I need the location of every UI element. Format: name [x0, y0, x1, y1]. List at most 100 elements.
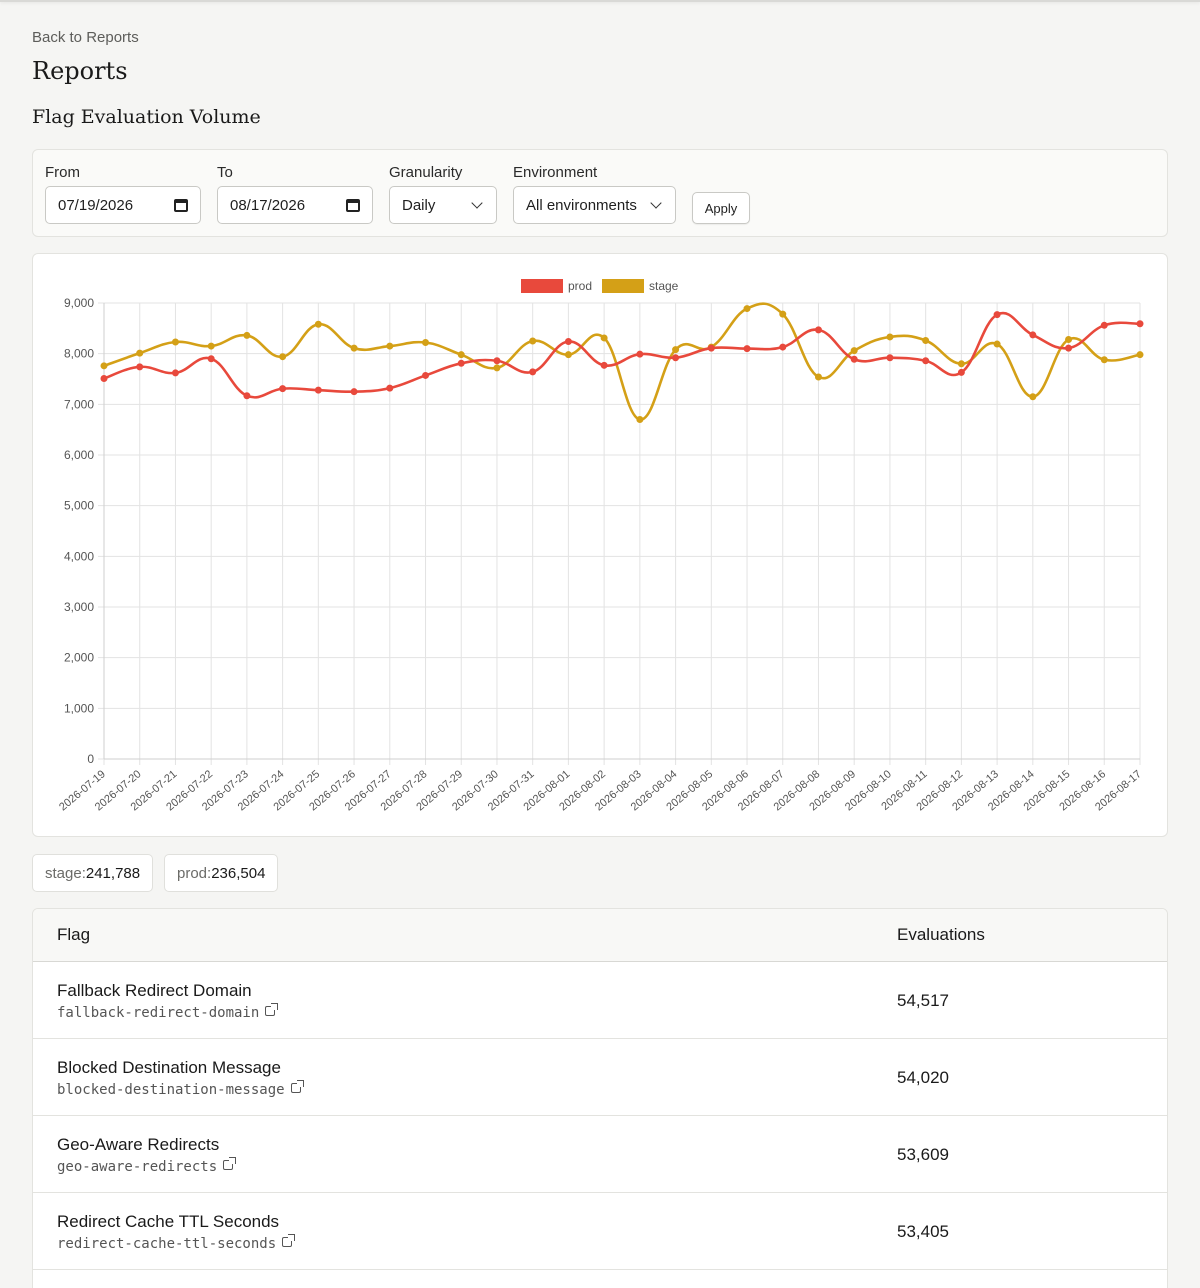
to-label: To: [217, 164, 233, 181]
data-point-prod: [279, 385, 287, 393]
external-link-icon[interactable]: [282, 1234, 296, 1247]
section-title: Flag Evaluation Volume: [32, 106, 261, 128]
environment-label: Environment: [513, 164, 598, 181]
data-point-stage: [457, 351, 465, 359]
data-point-prod: [564, 338, 572, 346]
flag-key-link[interactable]: fallback-redirect-domain: [57, 1003, 279, 1021]
data-point-prod: [636, 350, 644, 358]
data-point-prod: [850, 355, 858, 363]
y-tick-label: 8,000: [64, 347, 94, 361]
from-field: From: [45, 164, 80, 184]
y-tick-label: 2,000: [64, 651, 94, 665]
data-point-stage: [100, 362, 108, 370]
flag-key[interactable]: redirect-cache-ttl-seconds: [57, 1236, 277, 1252]
flag-table: Flag Evaluations Fallback Redirect Domai…: [32, 908, 1168, 1288]
data-point-stage: [779, 310, 787, 318]
evaluations-value: 54,517: [897, 991, 949, 1010]
data-point-stage: [850, 347, 858, 355]
flag-name: Fallback Redirect Domain: [57, 981, 252, 1000]
data-point-stage: [493, 364, 501, 372]
flag-key[interactable]: geo-aware-redirects: [57, 1159, 218, 1175]
data-point-prod: [922, 357, 930, 365]
from-date-input[interactable]: 07/19/2026: [45, 186, 201, 224]
granularity-select[interactable]: Daily: [389, 186, 497, 224]
granularity-field: Granularity: [389, 164, 462, 184]
data-point-prod: [350, 388, 358, 396]
top-bar: [0, 0, 1200, 2]
data-point-prod: [1100, 321, 1108, 329]
data-point-stage: [1029, 393, 1037, 401]
total-pill-prod: prod:236,504: [164, 854, 279, 892]
external-link-icon[interactable]: [265, 1003, 279, 1016]
table-row: Blocked Destination Message blocked-dest…: [33, 1039, 1167, 1116]
data-point-stage: [564, 351, 572, 359]
flag-name: Redirect Cache TTL Seconds: [57, 1212, 280, 1231]
data-point-prod: [814, 326, 822, 334]
data-point-stage: [886, 333, 894, 341]
flag-key[interactable]: blocked-destination-message: [57, 1082, 285, 1098]
data-point-stage: [386, 342, 394, 350]
external-link-icon[interactable]: [223, 1157, 237, 1170]
apply-button[interactable]: Apply: [692, 192, 750, 224]
flag-key[interactable]: fallback-redirect-domain: [57, 1005, 260, 1021]
data-point-prod: [457, 359, 465, 367]
table-row: Geo-Aware Redirects geo-aware-redirects …: [33, 1116, 1167, 1193]
data-point-stage: [814, 373, 822, 381]
data-point-stage: [279, 353, 287, 361]
external-link-icon[interactable]: [290, 1080, 304, 1093]
y-tick-label: 0: [87, 752, 94, 766]
data-point-prod: [600, 361, 608, 369]
granularity-label: Granularity: [389, 164, 463, 181]
to-date-input[interactable]: 08/17/2026: [217, 186, 373, 224]
environment-field: Environment: [513, 164, 597, 184]
evaluations-value: 54,020: [897, 1068, 949, 1087]
y-tick-label: 1,000: [64, 701, 94, 715]
data-point-prod: [207, 355, 215, 363]
evaluation-volume-chart: 0 1,000 2,000 3,000 4,000 5,000 6,000 7,000 8,00…: [57, 279, 1144, 813]
data-point-prod: [1065, 344, 1073, 352]
evaluations-value: 53,609: [897, 1145, 949, 1164]
data-point-stage: [1065, 335, 1073, 343]
column-header-evaluations: Evaluations: [897, 925, 985, 944]
calendar-icon[interactable]: [174, 198, 188, 212]
data-point-stage: [636, 416, 644, 424]
flag-key-link[interactable]: geo-aware-redirects: [57, 1157, 237, 1175]
total-separator: :: [81, 864, 86, 882]
legend-swatch-stage: [602, 279, 644, 293]
table-row: Fallback Redirect Domain fallback-redire…: [33, 962, 1167, 1039]
environment-select[interactable]: All environments: [513, 186, 676, 224]
to-field: To: [217, 164, 233, 184]
data-point-prod: [1029, 331, 1037, 339]
back-to-reports-link[interactable]: Back to Reports: [32, 29, 139, 46]
y-tick-label: 4,000: [64, 549, 94, 563]
data-point-prod: [100, 374, 108, 382]
data-point-prod: [1136, 320, 1144, 328]
data-point-stage: [422, 339, 430, 347]
data-point-prod: [957, 368, 965, 376]
to-date-value: 08/17/2026: [230, 196, 306, 214]
flag-key-link[interactable]: redirect-cache-ttl-seconds: [57, 1234, 296, 1252]
data-point-stage: [350, 344, 358, 352]
from-label: From: [45, 164, 80, 181]
page-title: Reports: [32, 57, 128, 85]
flag-key-link[interactable]: blocked-destination-message: [57, 1080, 304, 1098]
total-separator: :: [207, 864, 212, 882]
data-point-stage: [672, 346, 680, 354]
data-point-prod: [743, 345, 751, 353]
data-point-stage: [743, 305, 751, 313]
legend-label-prod: prod: [568, 279, 592, 293]
chevron-down-icon: [650, 196, 662, 209]
table-row: [33, 1270, 1167, 1288]
data-point-stage: [207, 342, 215, 350]
data-point-prod: [243, 392, 251, 400]
legend-swatch-prod: [521, 279, 563, 293]
total-value: 236,504: [211, 864, 266, 882]
chevron-down-icon: [471, 196, 483, 209]
total-label: prod: [177, 864, 208, 882]
table-row: Redirect Cache TTL Seconds redirect-cach…: [33, 1193, 1167, 1270]
data-point-prod: [493, 357, 501, 365]
evaluations-value: 53,405: [897, 1222, 949, 1241]
data-point-stage: [1136, 351, 1144, 359]
data-point-stage: [600, 334, 608, 342]
calendar-icon[interactable]: [346, 198, 360, 212]
